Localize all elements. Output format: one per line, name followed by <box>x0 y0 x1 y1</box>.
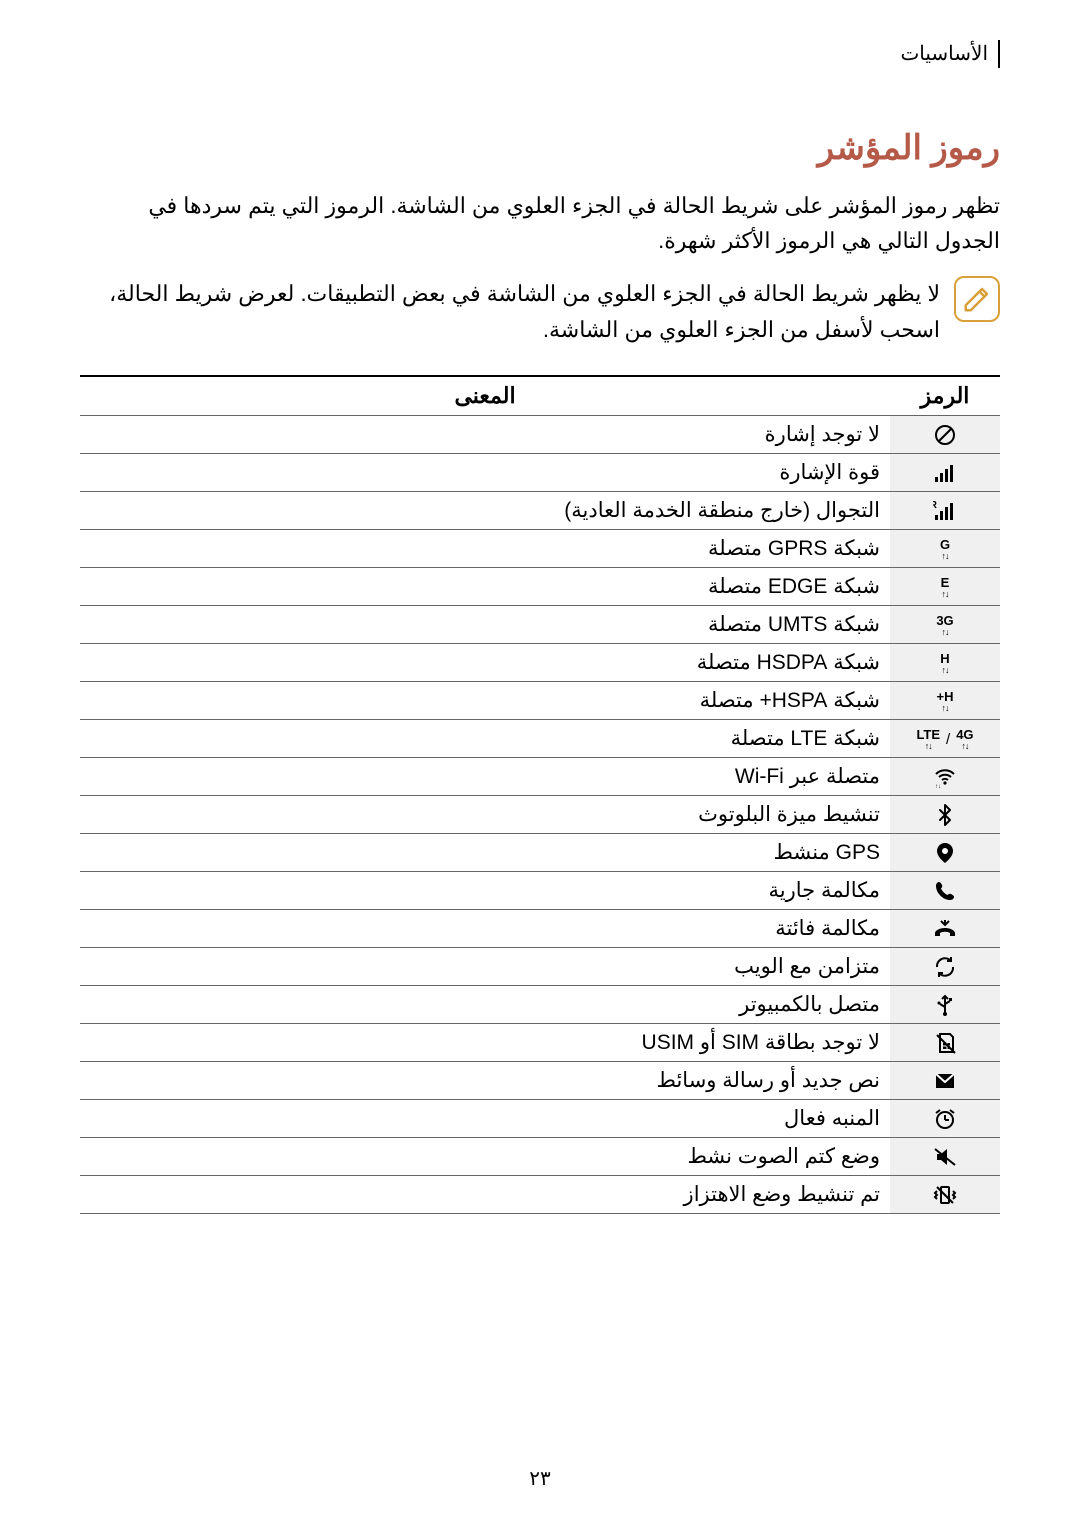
meaning-cell: شبكة LTE متصلة <box>80 719 890 757</box>
meaning-cell: متزامن مع الويب <box>80 947 890 985</box>
svg-text:↓↑: ↓↑ <box>935 784 941 789</box>
meaning-cell: تنشيط ميزة البلوتوث <box>80 795 890 833</box>
gprs-icon: G↓↑ <box>890 529 1000 567</box>
note-callout: لا يظهر شريط الحالة في الجزء العلوي من ا… <box>80 276 1000 346</box>
mute-icon <box>890 1137 1000 1175</box>
table-row: 4G↓↑/LTE↓↑شبكة LTE متصلة <box>80 719 1000 757</box>
table-row: وضع كتم الصوت نشط <box>80 1137 1000 1175</box>
meaning-cell: شبكة GPRS متصلة <box>80 529 890 567</box>
meaning-cell: لا توجد إشارة <box>80 415 890 453</box>
table-row: متصل بالكمبيوتر <box>80 985 1000 1023</box>
note-pencil-icon <box>954 276 1000 322</box>
usb-icon <box>890 985 1000 1023</box>
table-row: G↓↑شبكة GPRS متصلة <box>80 529 1000 567</box>
page-number: ٢٣ <box>0 1466 1080 1491</box>
column-header-meaning: المعنى <box>80 376 890 416</box>
meaning-cell: GPS منشط <box>80 833 890 871</box>
meaning-cell: مكالمة فائتة <box>80 909 890 947</box>
signal-icon <box>890 453 1000 491</box>
table-row: المنبه فعال <box>80 1099 1000 1137</box>
no-signal-icon <box>890 415 1000 453</box>
table-row: مكالمة فائتة <box>80 909 1000 947</box>
edge-icon: E↓↑ <box>890 567 1000 605</box>
table-row: GPS منشط <box>80 833 1000 871</box>
table-row: H↓↑شبكة HSDPA متصلة <box>80 643 1000 681</box>
meaning-cell: شبكة HSPA+ متصلة <box>80 681 890 719</box>
meaning-cell: متصل بالكمبيوتر <box>80 985 890 1023</box>
vibrate-icon <box>890 1175 1000 1213</box>
table-row: تم تنشيط وضع الاهتزاز <box>80 1175 1000 1213</box>
table-row: قوة الإشارة <box>80 453 1000 491</box>
table-row: لا توجد إشارة <box>80 415 1000 453</box>
message-icon <box>890 1061 1000 1099</box>
meaning-cell: نص جديد أو رسالة وسائط <box>80 1061 890 1099</box>
table-row: ↓↑ متصلة عبر Wi-Fi <box>80 757 1000 795</box>
table-row: مكالمة جارية <box>80 871 1000 909</box>
table-row: نص جديد أو رسالة وسائط <box>80 1061 1000 1099</box>
no-sim-icon <box>890 1023 1000 1061</box>
hsdpa-icon: H↓↑ <box>890 643 1000 681</box>
hspa-plus-icon: H+↓↑ <box>890 681 1000 719</box>
meaning-cell: لا توجد بطاقة SIM أو USIM <box>80 1023 890 1061</box>
bluetooth-icon <box>890 795 1000 833</box>
roaming-icon: R <box>890 491 1000 529</box>
meaning-cell: متصلة عبر Wi-Fi <box>80 757 890 795</box>
meaning-cell: مكالمة جارية <box>80 871 890 909</box>
section-title: رموز المؤشر <box>80 128 1000 168</box>
table-row: متزامن مع الويب <box>80 947 1000 985</box>
meaning-cell: وضع كتم الصوت نشط <box>80 1137 890 1175</box>
table-row: لا توجد بطاقة SIM أو USIM <box>80 1023 1000 1061</box>
sync-icon <box>890 947 1000 985</box>
table-row: 3G↓↑شبكة UMTS متصلة <box>80 605 1000 643</box>
breadcrumb: الأساسيات <box>80 40 1000 68</box>
umts-icon: 3G↓↑ <box>890 605 1000 643</box>
meaning-cell: شبكة HSDPA متصلة <box>80 643 890 681</box>
wifi-icon: ↓↑ <box>890 757 1000 795</box>
svg-text:R: R <box>933 500 938 511</box>
gps-icon <box>890 833 1000 871</box>
intro-paragraph: تظهر رموز المؤشر على شريط الحالة في الجز… <box>80 188 1000 258</box>
note-text: لا يظهر شريط الحالة في الجزء العلوي من ا… <box>80 276 940 346</box>
indicator-icons-table: الرمز المعنى لا توجد إشارةقوة الإشارة R ال… <box>80 375 1000 1214</box>
table-row: E↓↑شبكة EDGE متصلة <box>80 567 1000 605</box>
column-header-icon: الرمز <box>890 376 1000 416</box>
meaning-cell: المنبه فعال <box>80 1099 890 1137</box>
table-row: H+↓↑شبكة HSPA+ متصلة <box>80 681 1000 719</box>
call-icon <box>890 871 1000 909</box>
table-row: تنشيط ميزة البلوتوث <box>80 795 1000 833</box>
alarm-icon <box>890 1099 1000 1137</box>
meaning-cell: تم تنشيط وضع الاهتزاز <box>80 1175 890 1213</box>
meaning-cell: التجوال (خارج منطقة الخدمة العادية) <box>80 491 890 529</box>
table-row: R التجوال (خارج منطقة الخدمة العادية) <box>80 491 1000 529</box>
meaning-cell: شبكة UMTS متصلة <box>80 605 890 643</box>
meaning-cell: قوة الإشارة <box>80 453 890 491</box>
missed-call-icon <box>890 909 1000 947</box>
meaning-cell: شبكة EDGE متصلة <box>80 567 890 605</box>
lte-icon: 4G↓↑/LTE↓↑ <box>890 719 1000 757</box>
